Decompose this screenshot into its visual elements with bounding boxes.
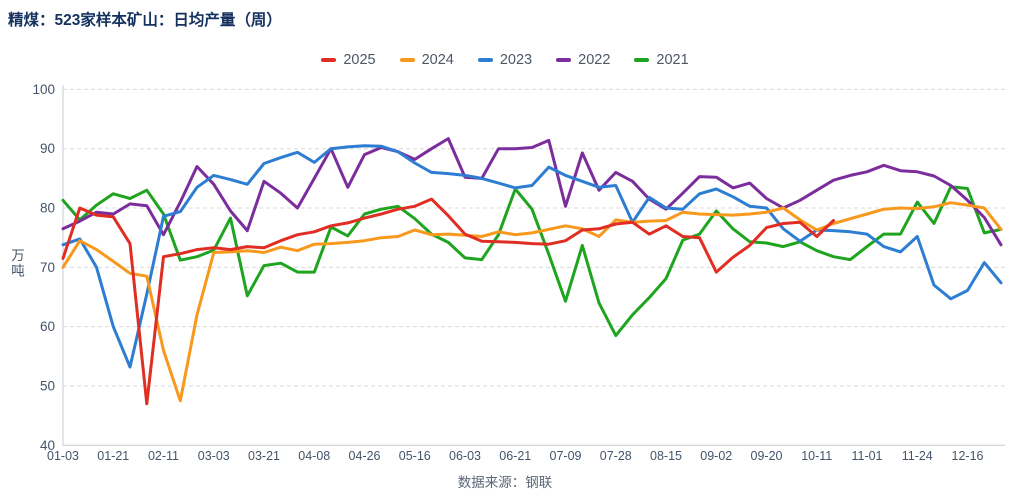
y-tick-label-50: 50	[40, 378, 55, 393]
x-tick-label-07-09: 07-09	[550, 449, 582, 463]
legend-marker-2022	[556, 58, 572, 62]
x-tick-label-02-11: 02-11	[148, 449, 179, 463]
x-tick-label-04-08: 04-08	[298, 449, 330, 463]
y-tick-label-70: 70	[40, 260, 55, 275]
y-tick-label-100: 100	[32, 82, 55, 97]
x-tick-label-06-21: 06-21	[499, 449, 531, 463]
series-line-2024	[61, 201, 1003, 403]
series-line-2022	[61, 137, 1003, 247]
x-tick-label-07-28: 07-28	[600, 449, 632, 463]
data-source-note: 数据来源：钢联	[457, 475, 553, 490]
legend-label: 2022	[578, 52, 611, 68]
x-tick-label-12-16: 12-16	[952, 449, 984, 463]
y-tick-label-60: 60	[40, 319, 55, 334]
y-tick-label-90: 90	[40, 141, 55, 156]
x-tick-label-01-03: 01-03	[47, 449, 79, 463]
x-tick-label-03-21: 03-21	[248, 449, 280, 463]
x-tick-label-05-16: 05-16	[399, 449, 431, 463]
legend-item-2024[interactable]: 2024	[399, 52, 454, 68]
legend-marker-2023	[477, 58, 493, 62]
x-tick-label-03-03: 03-03	[198, 449, 230, 463]
series-line-2023	[61, 144, 1003, 369]
legend-item-2023[interactable]: 2023	[477, 52, 533, 68]
series-line-2025	[61, 197, 835, 406]
x-tick-label-04-26: 04-26	[349, 449, 381, 463]
x-tick-label-01-21: 01-21	[97, 449, 129, 463]
x-tick-label-08-15: 08-15	[650, 449, 682, 463]
x-tick-label-11-24: 11-24	[902, 449, 933, 463]
x-tick-label-11-01: 11-01	[851, 449, 882, 463]
legend-label: 2024	[421, 52, 454, 68]
legend-marker-2025	[321, 58, 337, 62]
legend-marker-2024	[399, 58, 415, 62]
legend-item-2025[interactable]: 2025	[321, 52, 376, 68]
y-axis-unit-label: 万吨	[9, 248, 24, 279]
legend-label: 2023	[499, 52, 533, 68]
legend-label: 2025	[343, 52, 376, 68]
legend-item-2022[interactable]: 2022	[556, 52, 610, 68]
y-tick-label-40: 40	[40, 438, 55, 453]
page-title: 精煤：523家样本矿山：日均产量（周）	[8, 12, 282, 29]
legend: 2025 2024 2023 2022 2021	[0, 52, 1010, 68]
chart-canvas: 40 50 60 70 80 90 100 01-03 01-21 02-11 03-03 03-21…	[32, 82, 1005, 463]
x-tick-label-10-11: 10-11	[801, 449, 832, 463]
legend-label: 2021	[656, 52, 689, 68]
series-line-2021	[61, 185, 1003, 338]
x-tick-label-09-02: 09-02	[700, 449, 732, 463]
y-tick-label-80: 80	[40, 201, 55, 216]
legend-item-2021[interactable]: 2021	[634, 52, 689, 68]
legend-marker-2021	[634, 58, 650, 62]
x-tick-label-09-20: 09-20	[751, 449, 783, 463]
x-tick-label-06-03: 06-03	[449, 449, 481, 463]
